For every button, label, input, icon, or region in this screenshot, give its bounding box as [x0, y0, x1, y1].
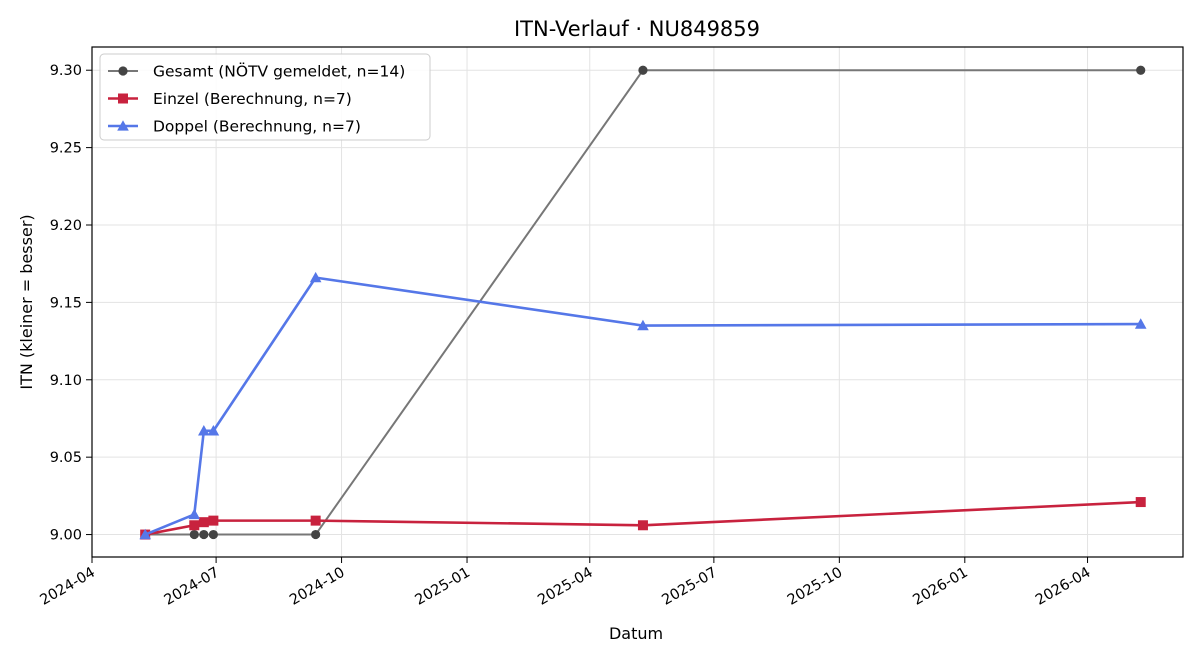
y-tick-label: 9.30: [50, 63, 82, 79]
grid-lines: [91, 47, 1183, 557]
x-axis-ticks: 2024-04 2024-07 2024-10 2025-01 2025-04 2025-…: [38, 557, 1094, 609]
x-tick-label: 2026-04: [1033, 565, 1093, 609]
x-tick-label: 2025-10: [785, 565, 845, 609]
data-point: [1134, 318, 1147, 329]
legend-label: Einzel (Berechnung, n=7): [153, 90, 352, 108]
legend-item: Gesamt (NÖTV gemeldet, n=14): [108, 62, 405, 81]
legend-item: Einzel (Berechnung, n=7): [108, 90, 352, 108]
x-tick-label: 2024-10: [287, 565, 347, 609]
legend-label: Doppel (Berechnung, n=7): [153, 118, 361, 136]
data-point: [637, 319, 649, 331]
series-2: [140, 497, 1146, 540]
data-point: [207, 425, 220, 436]
data-point: [638, 65, 648, 75]
y-tick-label: 9.25: [50, 141, 82, 157]
data-point: [309, 271, 322, 283]
y-tick-label: 9.00: [50, 528, 82, 544]
data-point: [1135, 497, 1146, 508]
series-3: [139, 271, 1147, 540]
x-tick-label: 2024-07: [162, 565, 222, 609]
data-point: [189, 520, 200, 531]
data-point: [188, 508, 201, 520]
x-tick-label: 2025-01: [413, 565, 473, 609]
y-tick-label: 9.05: [50, 450, 82, 466]
chart-title: ITN-Verlauf · NU849859: [514, 17, 760, 41]
x-tick-label: 2024-04: [38, 565, 98, 609]
data-point: [198, 517, 209, 528]
legend-box: [99, 53, 431, 141]
data-point: [310, 515, 321, 526]
data-point: [208, 529, 218, 540]
x-tick-label: 2025-04: [535, 565, 595, 609]
x-axis-label: Datum: [609, 624, 663, 643]
data-point: [198, 425, 210, 436]
data-point: [208, 515, 219, 526]
x-tick-label: 2025-07: [659, 565, 719, 609]
legend-marker: [117, 120, 129, 131]
legend-marker: [118, 66, 128, 76]
y-tick-label: 9.10: [50, 373, 82, 389]
legend-item: Doppel (Berechnung, n=7): [108, 118, 361, 136]
y-tick-label: 9.15: [50, 295, 82, 311]
data-point: [311, 529, 321, 540]
data-point: [139, 528, 151, 540]
y-axis-ticks: 9.00 9.05 9.10 9.15 9.20 9.25 9.30: [50, 63, 92, 544]
data-point: [1136, 65, 1146, 75]
data-point: [199, 529, 209, 540]
y-tick-label: 9.20: [50, 218, 82, 234]
legend-marker: [118, 93, 128, 104]
data-point: [637, 520, 648, 531]
legend: Gesamt (NÖTV gemeldet, n=14) Einzel (Bere…: [99, 53, 431, 141]
data-point: [189, 529, 199, 540]
series-layer: [139, 65, 1147, 540]
x-tick-label: 2026-01: [910, 565, 970, 609]
series-line: [144, 276, 1141, 536]
y-axis-label: ITN (kleiner = besser): [17, 214, 36, 389]
legend-label: Gesamt (NÖTV gemeldet, n=14): [153, 62, 405, 81]
